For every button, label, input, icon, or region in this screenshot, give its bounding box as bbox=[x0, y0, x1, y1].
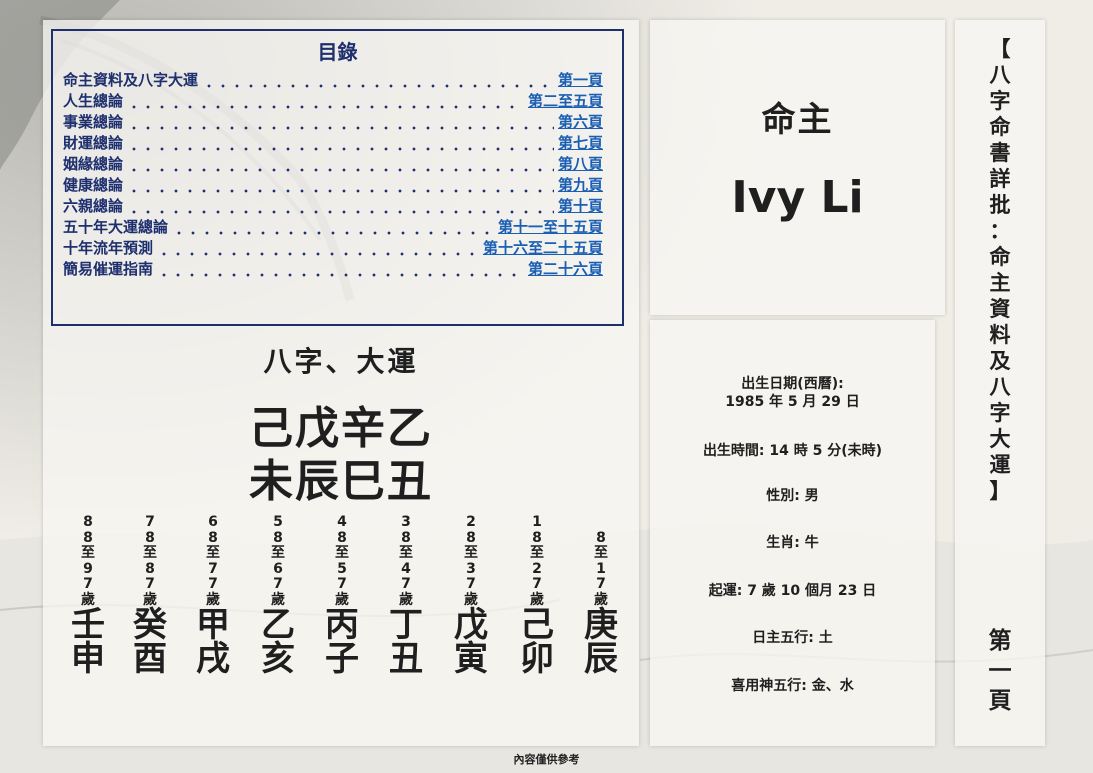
day-master: 日主五行: 土 bbox=[752, 630, 833, 646]
toc-page-link[interactable]: 第十頁 bbox=[557, 197, 603, 215]
toc-row[interactable]: 簡易催運指南 第二十六頁 bbox=[63, 258, 603, 279]
dayun-branch: 亥 bbox=[261, 639, 295, 679]
toc-page-link[interactable]: 第六頁 bbox=[557, 113, 603, 131]
pillars-stems: 己戊辛乙 bbox=[249, 403, 433, 454]
toc-row[interactable]: 十年流年預測 第十六至二十五頁 bbox=[63, 237, 603, 258]
dayun-branch: 丑 bbox=[389, 639, 423, 679]
dayun-branch: 戌 bbox=[196, 639, 230, 679]
toc-dot-leader bbox=[127, 139, 554, 153]
toc-row[interactable]: 健康總論 第九頁 bbox=[63, 174, 603, 195]
toc-title: 目錄 bbox=[317, 40, 358, 64]
toc-page-link[interactable]: 第十六至二十五頁 bbox=[482, 239, 603, 257]
birth-date-label: 出生日期(西曆): bbox=[741, 376, 844, 392]
toc-page-link[interactable]: 第二至五頁 bbox=[527, 92, 603, 110]
pillars-branches: 未辰巳丑 bbox=[249, 456, 433, 507]
toc-row[interactable]: 命主資料及八字大運 第一頁 bbox=[63, 69, 603, 90]
toc-dot-leader bbox=[202, 76, 554, 90]
dayun-branch: 寅 bbox=[454, 639, 488, 679]
dayun-stem: 甲 bbox=[196, 605, 230, 645]
zodiac: 生肖: 牛 bbox=[766, 535, 819, 551]
dayun-stem: 癸 bbox=[133, 605, 167, 645]
dayun-stem: 庚 bbox=[584, 605, 618, 645]
toc-row[interactable]: 事業總論 第六頁 bbox=[63, 111, 603, 132]
toc-row[interactable]: 五十年大運總論 第十一至十五頁 bbox=[63, 216, 603, 237]
footer-note: 內容僅供參考 bbox=[513, 753, 580, 766]
toc-row[interactable]: 人生總論 第二至五頁 bbox=[63, 90, 603, 111]
dayun-branch: 卯 bbox=[520, 639, 554, 679]
toc-dot-leader bbox=[157, 265, 524, 279]
toc-label: 事業總論 bbox=[63, 113, 124, 131]
dayun-stem: 戊 bbox=[454, 605, 488, 645]
toc-dot-leader bbox=[127, 97, 524, 111]
toc-page-link[interactable]: 第一頁 bbox=[557, 71, 603, 89]
dayun-stem: 乙 bbox=[261, 605, 295, 645]
side-title-panel bbox=[955, 20, 1045, 746]
toc-label: 健康總論 bbox=[63, 176, 124, 194]
toc-row[interactable]: 六親總論 第十頁 bbox=[63, 195, 603, 216]
toc-dot-leader bbox=[127, 181, 554, 195]
toc-label: 命主資料及八字大運 bbox=[63, 71, 199, 89]
gender: 性別: 男 bbox=[766, 488, 819, 504]
toc-dot-leader bbox=[127, 202, 554, 216]
toc-page-link[interactable]: 第二十六頁 bbox=[527, 260, 603, 278]
toc-page-link[interactable]: 第九頁 bbox=[557, 176, 603, 194]
owner-panel bbox=[650, 20, 945, 315]
dayun-stem: 丙 bbox=[325, 605, 359, 645]
dayun-stem: 丁 bbox=[389, 605, 423, 645]
side-title: 【八字命書詳批：命主資料及八字大運】 bbox=[989, 37, 1011, 503]
toc-dot-leader bbox=[127, 118, 554, 132]
owner-name: Ivy Li bbox=[731, 172, 864, 223]
toc-dot-leader bbox=[157, 244, 479, 258]
toc-label: 姻緣總論 bbox=[63, 155, 124, 173]
side-page-number: 第一頁 bbox=[988, 628, 1012, 714]
dayun-branch: 子 bbox=[325, 639, 359, 679]
dayun-branch: 酉 bbox=[133, 639, 167, 679]
birth-date: 1985 年 5 月 29 日 bbox=[725, 394, 860, 410]
toc-label: 人生總論 bbox=[63, 92, 124, 110]
dayun-stem: 己 bbox=[520, 605, 554, 645]
toc-dot-leader bbox=[172, 223, 494, 237]
bazi-heading: 八字、大運 bbox=[263, 345, 419, 378]
toc-label: 簡易催運指南 bbox=[63, 260, 154, 278]
dayun-branch: 辰 bbox=[584, 639, 618, 679]
toc-dot-leader bbox=[127, 160, 554, 174]
toc-label: 五十年大運總論 bbox=[63, 218, 169, 236]
toc-label: 十年流年預測 bbox=[63, 239, 154, 257]
toc-row[interactable]: 姻緣總論 第八頁 bbox=[63, 153, 603, 174]
qiyun: 起運: 7 歲 10 個月 23 日 bbox=[708, 583, 877, 599]
dayun-stem: 壬 bbox=[71, 605, 105, 645]
toc-page-link[interactable]: 第八頁 bbox=[557, 155, 603, 173]
owner-label: 命主 bbox=[761, 100, 834, 140]
toc-label: 財運總論 bbox=[63, 134, 124, 152]
dayun-branch: 申 bbox=[71, 639, 105, 679]
favorable-element: 喜用神五行: 金、水 bbox=[731, 678, 854, 694]
table-of-contents: 目錄 命主資料及八字大運 第一頁 人生總論 第二至五頁 事業總論 第六頁 財運總… bbox=[51, 29, 624, 326]
toc-label: 六親總論 bbox=[63, 197, 124, 215]
toc-row[interactable]: 財運總論 第七頁 bbox=[63, 132, 603, 153]
birth-time: 出生時間: 14 時 5 分(未時) bbox=[702, 443, 883, 459]
birth-info-panel bbox=[650, 320, 935, 746]
toc-page-link[interactable]: 第十一至十五頁 bbox=[497, 218, 603, 236]
toc-page-link[interactable]: 第七頁 bbox=[557, 134, 603, 152]
